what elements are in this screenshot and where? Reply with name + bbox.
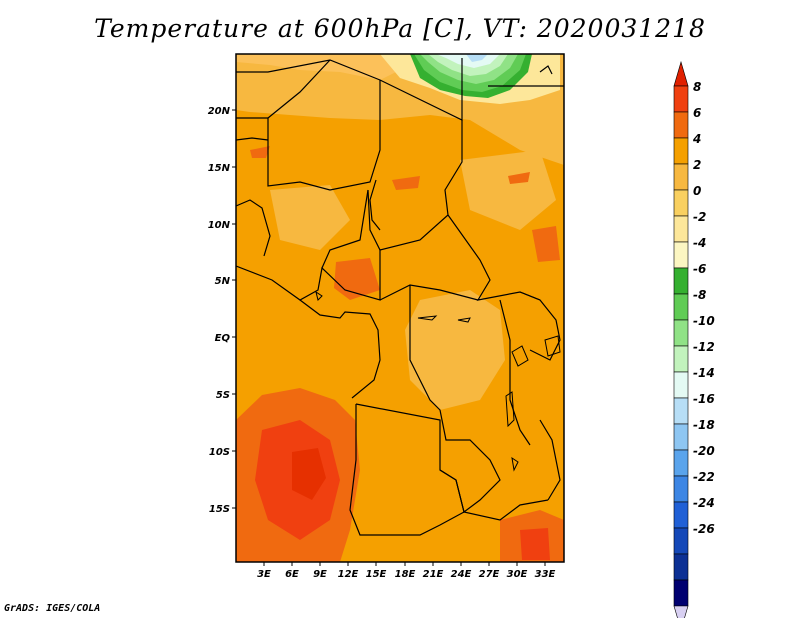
lat-label: 10S <box>209 447 230 458</box>
lon-label: 3E <box>257 569 271 580</box>
colorbar-label: 8 <box>693 80 701 94</box>
colorbar-segment <box>673 241 689 269</box>
colorbar-segment <box>673 85 689 113</box>
colorbar-label: 2 <box>693 158 701 172</box>
lon-label: 24E <box>451 569 472 580</box>
lon-label: 15E <box>366 569 387 580</box>
colorbar-label: -2 <box>693 210 706 224</box>
colorbar-segment <box>673 397 689 425</box>
colorbar-label: -26 <box>693 522 715 536</box>
latitude-labels: 20N 15N 10N 5N EQ 5S 10S 15S <box>208 106 231 515</box>
colorbar-segment <box>673 345 689 373</box>
lon-label: 18E <box>395 569 416 580</box>
colorbar-label: -20 <box>693 444 715 458</box>
colorbar-label: 0 <box>693 184 701 198</box>
colorbar-label: -10 <box>693 314 715 328</box>
colorbar-segment <box>673 111 689 139</box>
lat-label: 5S <box>216 390 230 401</box>
colorbar-label: -24 <box>693 496 715 510</box>
temperature-field <box>236 54 564 562</box>
colorbar-segment <box>673 267 689 295</box>
lon-label: 12E <box>338 569 359 580</box>
colorbar-segment <box>673 579 689 607</box>
colorbar-label: -18 <box>693 418 715 432</box>
colorbar-segment <box>673 163 689 191</box>
lon-label: 30E <box>507 569 528 580</box>
country-borders <box>236 58 564 536</box>
lat-label: 20N <box>208 106 231 117</box>
colorbar-segment <box>673 189 689 217</box>
lat-label: 15S <box>209 504 230 515</box>
lat-label: 5N <box>215 276 231 287</box>
lon-label: 21E <box>423 569 444 580</box>
colorbar-label: 4 <box>692 132 701 146</box>
colorbar-segment <box>673 449 689 477</box>
colorbar-segment <box>673 475 689 503</box>
colorbar-arrow-bottom <box>673 605 689 618</box>
colorbar-segment <box>673 215 689 243</box>
colorbar-segment <box>673 553 689 581</box>
colorbar-segment <box>673 371 689 399</box>
lakes <box>315 290 561 472</box>
colorbar: 8 6 4 2 0 -2 -4 -6 -8 -10 -12 -14 -16 -1… <box>673 60 715 618</box>
colorbar-segments <box>673 60 689 618</box>
lat-label: EQ <box>215 333 231 344</box>
colorbar-arrow-top <box>673 60 689 87</box>
colorbar-label: -22 <box>693 470 715 484</box>
colorbar-labels: 8 6 4 2 0 -2 -4 -6 -8 -10 -12 -14 -16 -1… <box>692 80 715 536</box>
map-frame <box>235 53 565 563</box>
longitude-labels: 3E 6E 9E 12E 15E 18E 21E 24E 27E 30E 33E <box>257 569 555 580</box>
lat-label: 15N <box>208 163 231 174</box>
colorbar-label: -6 <box>693 262 706 276</box>
colorbar-label: -12 <box>693 340 715 354</box>
lon-label: 33E <box>535 569 556 580</box>
colorbar-segment <box>673 501 689 529</box>
axis-ticks <box>232 109 546 566</box>
lon-label: 6E <box>285 569 299 580</box>
lon-label: 27E <box>479 569 500 580</box>
colorbar-label: -16 <box>693 392 715 406</box>
colorbar-segment <box>673 319 689 347</box>
colorbar-label: -8 <box>693 288 706 302</box>
colorbar-segment <box>673 527 689 555</box>
colorbar-label: -4 <box>693 236 706 250</box>
colorbar-segment <box>673 293 689 321</box>
grads-credit: GrADS: IGES/COLA <box>4 603 101 614</box>
lat-label: 10N <box>208 220 231 231</box>
colorbar-label: -14 <box>693 366 715 380</box>
colorbar-segment <box>673 137 689 165</box>
colorbar-segment <box>673 423 689 451</box>
lon-label: 9E <box>313 569 327 580</box>
map-title: Temperature at 600hPa [C], VT: 202003121… <box>94 14 706 43</box>
colorbar-label: 6 <box>693 106 701 120</box>
